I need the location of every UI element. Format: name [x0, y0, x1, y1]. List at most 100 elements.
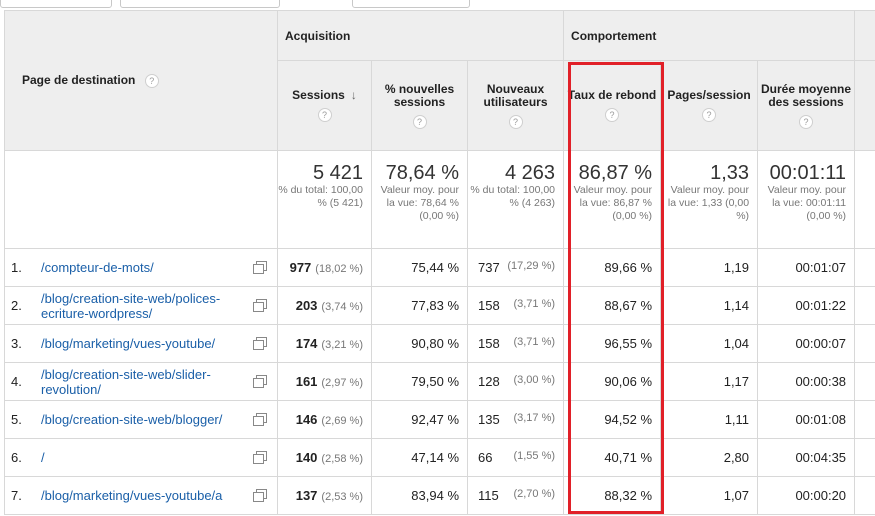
landing-page-cell[interactable]: 1. /compteur-de-mots/	[4, 248, 278, 287]
row-filler	[854, 400, 875, 439]
sessions-value: 161	[295, 374, 318, 389]
bounce-rate-cell: 96,55 %	[563, 324, 662, 363]
new-users-value: 158	[478, 298, 500, 313]
external-link-icon[interactable]	[253, 336, 267, 351]
avg-duration-cell: 00:04:35	[757, 438, 856, 477]
pages-session-cell: 1,11	[660, 400, 759, 439]
external-link-icon[interactable]	[253, 488, 267, 503]
sessions-cell: 146 (2,69 %)	[277, 400, 372, 439]
external-link-icon[interactable]	[253, 412, 267, 427]
landing-page-link[interactable]: /blog/marketing/vues-youtube/	[41, 336, 216, 351]
table-row[interactable]: 3. /blog/marketing/vues-youtube/174 (3,21 …	[4, 324, 875, 363]
new-users-percent: (3,00 %)	[513, 374, 556, 386]
landing-page-cell[interactable]: 6. /	[4, 438, 278, 477]
bounce-rate-header[interactable]: Taux de rebond ?	[563, 60, 662, 151]
question-mark-icon[interactable]: ?	[702, 108, 717, 122]
sessions-value: 977	[289, 260, 312, 275]
new-users-value: 66	[478, 450, 493, 465]
bounce-rate-cell: 89,66 %	[563, 248, 662, 287]
totals-row: 5 421% du total: 100,00 % (5 421) 78,64 …	[4, 150, 875, 249]
table-row[interactable]: 5. /blog/creation-site-web/blogger/146 (2,…	[4, 400, 875, 439]
landing-page-link[interactable]: /blog/creation-site-web/slider-revolutio…	[41, 366, 211, 397]
toolbar-control[interactable]	[120, 0, 280, 8]
sessions-cell: 203 (3,74 %)	[277, 286, 372, 325]
landing-page-link[interactable]: /blog/creation-site-web/polices-ecriture…	[41, 290, 221, 321]
pages-session-cell: 1,07	[660, 476, 759, 515]
landing-page-link[interactable]: /compteur-de-mots/	[41, 260, 154, 275]
avg-duration-header[interactable]: Durée moyenne des sessions ?	[757, 60, 856, 151]
new-users-percent: (17,29 %)	[507, 260, 556, 272]
new-users-header[interactable]: Nouveaux utilisateurs ?	[466, 60, 565, 151]
row-number: 6.	[11, 450, 22, 465]
landing-page-cell[interactable]: 5. /blog/creation-site-web/blogger/	[4, 400, 278, 439]
behavior-group-header: Comportement	[563, 10, 856, 61]
landing-page-cell[interactable]: 4. /blog/creation-site-web/slider-revolut…	[4, 362, 278, 401]
external-link-icon[interactable]	[253, 260, 267, 275]
sessions-percent: (2,69 %)	[321, 415, 363, 427]
pages-session-header[interactable]: Pages/session ?	[660, 60, 759, 151]
sessions-header[interactable]: Sessions ↓ ?	[277, 60, 372, 151]
sessions-value: 203	[295, 298, 318, 313]
pages-session-cell: 1,17	[660, 362, 759, 401]
avg-duration-cell: 00:01:08	[757, 400, 856, 439]
new-users-cell: 115 (2,70 %)	[466, 476, 565, 515]
avg-duration-cell: 00:00:20	[757, 476, 856, 515]
question-mark-icon[interactable]: ?	[605, 108, 620, 122]
table-row[interactable]: 6./140 (2,58 %) 47,14 % 66 (1,55 %) 40,71 % 2,…	[4, 438, 875, 477]
new-users-value: 115	[478, 488, 499, 503]
sessions-percent: (2,58 %)	[321, 453, 363, 465]
row-filler	[854, 476, 875, 515]
table-row[interactable]: 7. /blog/marketing/vues-youtube/a 137 (2,53…	[4, 476, 875, 515]
sessions-percent: (3,21 %)	[321, 339, 363, 351]
avg-duration-cell: 00:01:22	[757, 286, 856, 325]
landing-page-cell[interactable]: 3. /blog/marketing/vues-youtube/	[4, 324, 278, 363]
external-link-icon[interactable]	[253, 298, 267, 313]
total-sessions: 5 421% du total: 100,00 % (5 421)	[277, 150, 372, 249]
landing-page-link[interactable]: /blog/marketing/vues-youtube/a	[41, 488, 223, 503]
new-sessions-cell: 90,80 %	[371, 324, 468, 363]
pages-session-cell: 2,80	[660, 438, 759, 477]
total-new-users: 4 263% du total: 100,00 % (4 263)	[466, 150, 565, 249]
question-mark-icon[interactable]: ?	[508, 114, 523, 129]
landing-page-cell[interactable]: 2. /blog/creation-site-web/polices-ecritu…	[4, 286, 278, 325]
pages-session-cell: 1,19	[660, 248, 759, 287]
table-row[interactable]: 2. /blog/creation-site-web/polices-ecritu…	[4, 286, 875, 325]
table-row[interactable]: 1./compteur-de-mots/977 (18,02 %) 75,44 % 7…	[4, 248, 875, 287]
sessions-percent: (3,74 %)	[321, 301, 363, 313]
external-link-icon[interactable]	[253, 450, 267, 465]
sessions-cell: 137 (2,53 %)	[277, 476, 372, 515]
new-users-percent: (3,17 %)	[513, 412, 556, 424]
new-sessions-header[interactable]: % nouvelles sessions ?	[371, 60, 468, 151]
sessions-value: 174	[295, 336, 318, 351]
top-toolbar	[0, 0, 875, 10]
landing-page-cell[interactable]: 7. /blog/marketing/vues-youtube/a	[4, 476, 278, 515]
toolbar-control[interactable]	[352, 0, 470, 8]
sessions-percent: (18,02 %)	[315, 263, 363, 275]
landing-page-link[interactable]: /blog/creation-site-web/blogger/	[41, 412, 223, 427]
external-link-icon[interactable]	[253, 374, 267, 389]
table-row[interactable]: 4. /blog/creation-site-web/slider-revolut…	[4, 362, 875, 401]
question-mark-icon[interactable]: ?	[144, 73, 159, 88]
new-users-percent: (3,71 %)	[513, 298, 556, 310]
arrow-down-icon[interactable]: ↓	[350, 88, 357, 102]
header-filler	[854, 60, 875, 151]
question-mark-icon[interactable]: ?	[412, 114, 427, 129]
sessions-value: 140	[295, 450, 318, 465]
bounce-rate-cell: 40,71 %	[563, 438, 662, 477]
row-filler	[854, 248, 875, 287]
landing-page-header[interactable]: Page de destination ?	[4, 10, 278, 151]
total-pages-session: 1,33 Valeur moy. pour la vue: 1,33 (0,00 …	[660, 150, 759, 249]
landing-page-link[interactable]: /	[41, 450, 45, 465]
new-sessions-cell: 92,47 %	[371, 400, 468, 439]
new-users-percent: (3,71 %)	[513, 336, 556, 348]
bounce-rate-cell: 90,06 %	[563, 362, 662, 401]
toolbar-control[interactable]	[0, 0, 112, 8]
question-mark-icon[interactable]: ?	[799, 114, 814, 129]
new-users-cell: 135 (3,17 %)	[466, 400, 565, 439]
pages-session-cell: 1,04	[660, 324, 759, 363]
new-users-cell: 737 (17,29 %)	[466, 248, 565, 287]
question-mark-icon[interactable]: ?	[317, 108, 332, 122]
new-sessions-cell: 77,83 %	[371, 286, 468, 325]
new-users-value: 128	[478, 374, 500, 389]
new-users-percent: (2,70 %)	[513, 488, 556, 500]
